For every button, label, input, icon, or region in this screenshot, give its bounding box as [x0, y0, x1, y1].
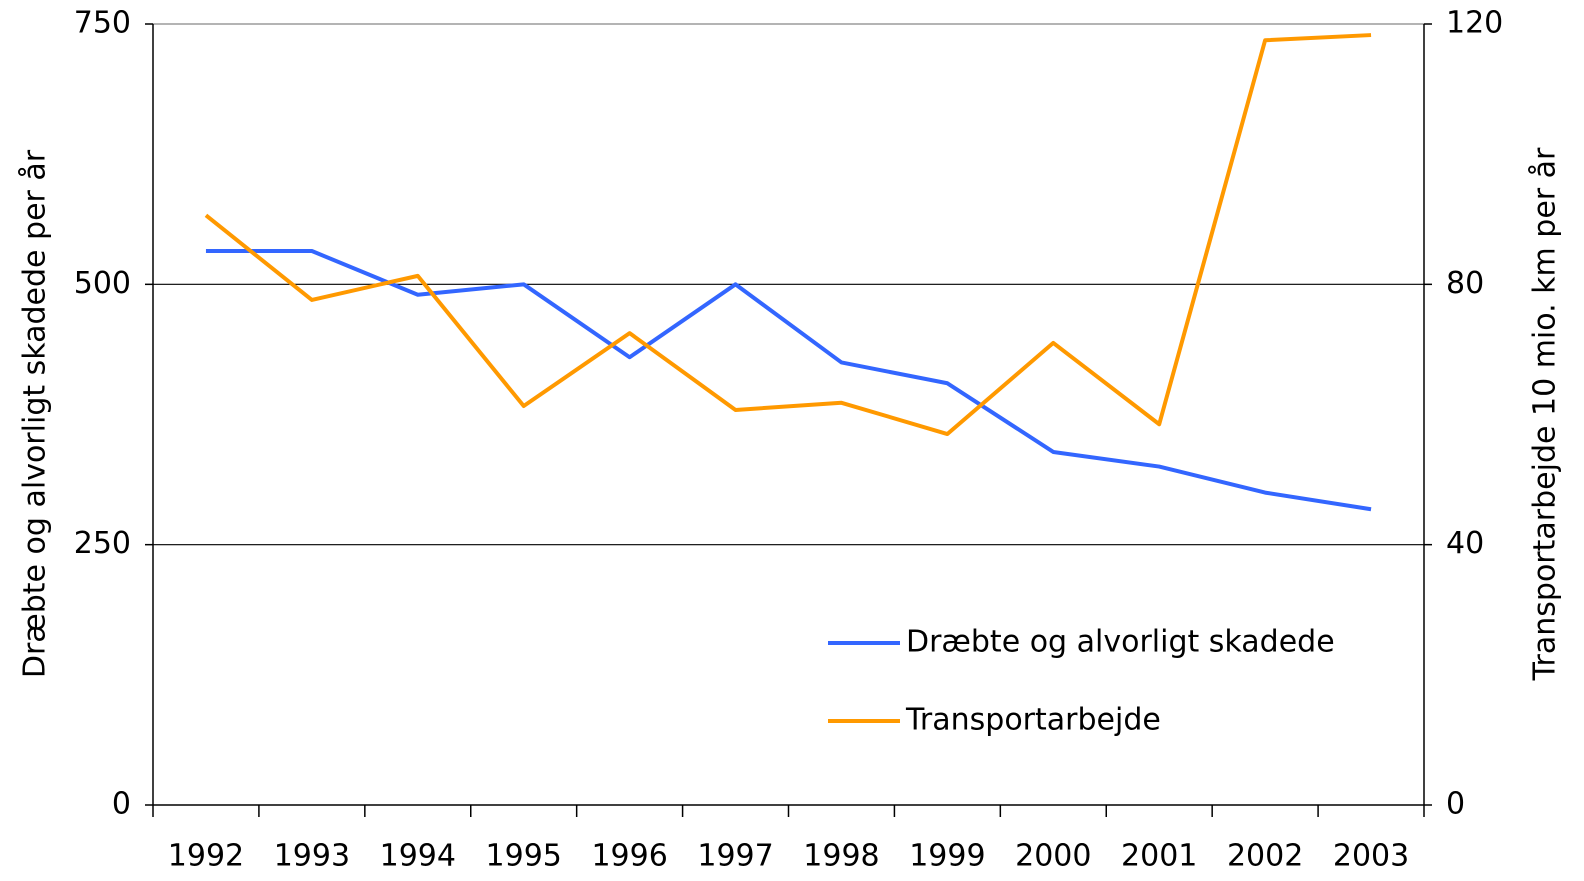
y2-tick-label: 80 [1446, 266, 1484, 301]
y2-tick-label: 120 [1446, 6, 1503, 41]
x-tick-label: 2001 [1121, 839, 1197, 874]
y2-axis-label: Transportarbejde 10 mio. km per år [1528, 147, 1563, 681]
x-tick-label: 2000 [1015, 839, 1091, 874]
x-tick-label: 1999 [909, 839, 985, 874]
y-axis-label: Dræbte og alvorligt skadede per år [18, 149, 53, 678]
x-tick-label: 1994 [380, 839, 456, 874]
series-line [204, 33, 1372, 437]
y2-tick-label: 40 [1446, 526, 1484, 561]
legend-label: Dræbte og alvorligt skadede [906, 625, 1335, 660]
x-tick-label: 1998 [803, 839, 879, 874]
y-tick-label: 750 [74, 6, 131, 41]
legend-label: Transportarbejde [905, 703, 1161, 738]
x-tick-label: 1993 [274, 839, 350, 874]
y-tick-label: 500 [74, 266, 131, 301]
x-tick-label: 1995 [486, 839, 562, 874]
x-tick-label: 2002 [1227, 839, 1303, 874]
y2-tick-label: 0 [1446, 787, 1465, 822]
series-line [205, 249, 1372, 512]
x-tick-label: 1992 [168, 839, 244, 874]
y-tick-label: 250 [74, 526, 131, 561]
y-tick-label: 0 [112, 787, 131, 822]
x-tick-label: 1996 [591, 839, 667, 874]
x-tick-label: 2003 [1333, 839, 1409, 874]
x-tick-label: 1997 [697, 839, 773, 874]
